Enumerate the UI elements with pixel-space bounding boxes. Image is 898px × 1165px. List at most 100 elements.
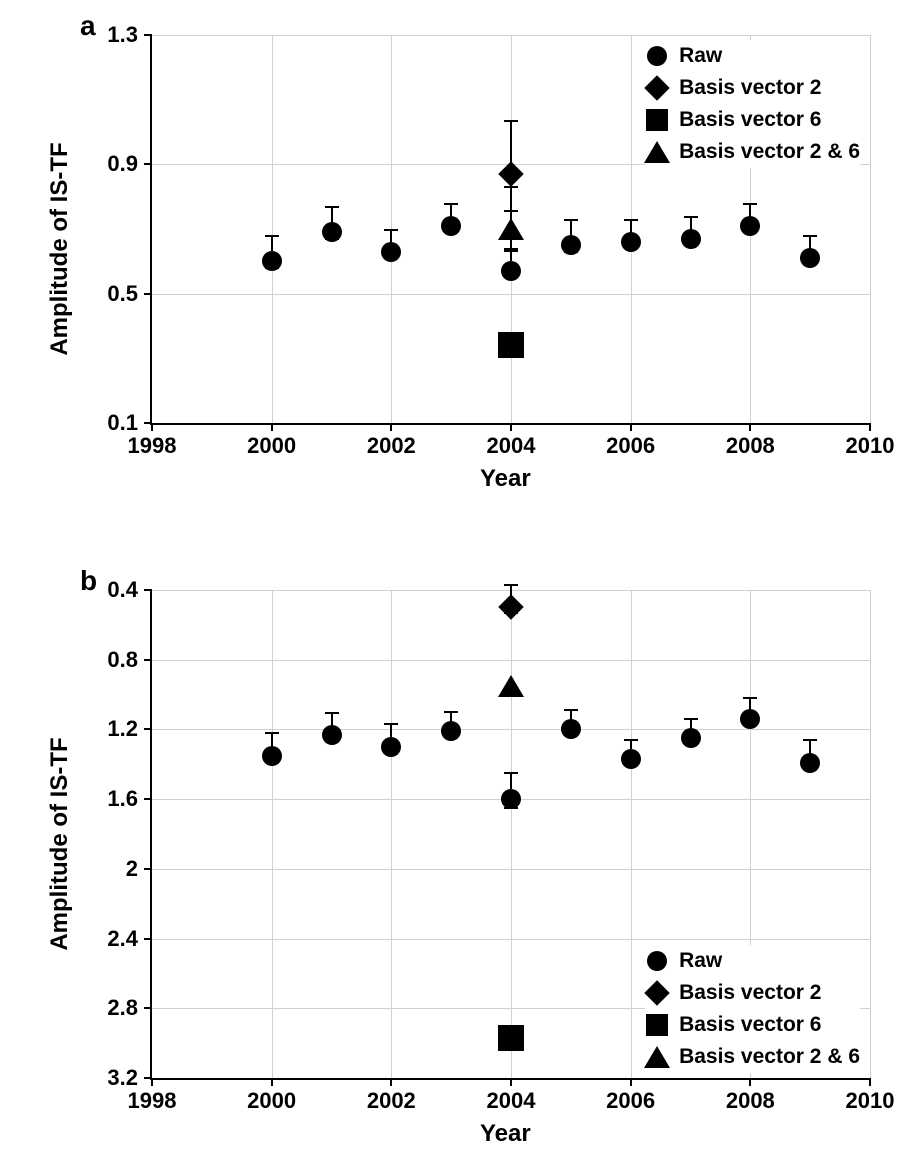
error-cap (444, 711, 458, 713)
error-bar (630, 219, 632, 245)
error-cap (384, 255, 398, 257)
error-bar (331, 206, 333, 238)
error-bar (450, 203, 452, 229)
x-tick-label: 2002 (363, 1088, 419, 1114)
x-tick-mark (271, 1078, 273, 1086)
x-tick-label: 2000 (244, 433, 300, 459)
y-tick-mark (144, 589, 152, 591)
x-tick-mark (749, 1078, 751, 1086)
error-cap (684, 242, 698, 244)
chart-b-plot-area: 19982000200220042006200820100.40.81.21.6… (150, 590, 870, 1080)
data-point-raw (740, 709, 760, 729)
x-tick-mark (510, 423, 512, 431)
error-cap (684, 739, 698, 741)
error-bar (271, 732, 273, 760)
y-tick-mark (144, 938, 152, 940)
data-point-bv26 (498, 675, 524, 697)
legend-label: Basis vector 6 (679, 108, 821, 132)
panel-b-label: b (80, 565, 97, 597)
error-cap (803, 261, 817, 263)
error-cap (743, 721, 757, 723)
data-point-raw (681, 728, 701, 748)
figure-container: a Amplitude of IS-TF 1998200020022004200… (10, 10, 888, 1155)
x-tick-mark (630, 423, 632, 431)
error-bar (690, 216, 692, 242)
y-tick-label: 2.4 (107, 926, 138, 952)
error-cap (803, 739, 817, 741)
error-cap (504, 210, 518, 212)
error-cap (684, 216, 698, 218)
x-tick-mark (869, 1078, 871, 1086)
error-cap (265, 267, 279, 269)
x-tick-label: 2004 (483, 1088, 539, 1114)
error-cap (384, 229, 398, 231)
y-tick-mark (144, 34, 152, 36)
error-cap (624, 245, 638, 247)
data-point-raw (740, 216, 760, 236)
grid-line-vertical (511, 590, 512, 1078)
data-point-raw (800, 248, 820, 268)
error-cap (265, 732, 279, 734)
x-tick-mark (390, 423, 392, 431)
grid-line-horizontal (152, 294, 870, 295)
grid-line-horizontal (152, 35, 870, 36)
y-tick-label: 3.2 (107, 1065, 138, 1091)
x-tick-label: 2006 (603, 433, 659, 459)
grid-line-horizontal (152, 660, 870, 661)
error-bar (570, 709, 572, 730)
legend-item: Basis vector 2 & 6 (645, 136, 860, 168)
data-point-raw (441, 721, 461, 741)
error-cap (444, 203, 458, 205)
error-bar (390, 723, 392, 751)
x-tick-mark (271, 423, 273, 431)
data-point-raw (800, 753, 820, 773)
x-tick-mark (630, 1078, 632, 1086)
y-tick-mark (144, 1077, 152, 1079)
legend-item: Raw (645, 40, 860, 72)
legend-label: Basis vector 6 (679, 1013, 821, 1037)
error-bar (809, 739, 811, 767)
legend-label: Raw (679, 44, 722, 68)
triangle-icon (645, 1046, 669, 1068)
x-tick-label: 2000 (244, 1088, 300, 1114)
error-cap (564, 730, 578, 732)
y-tick-mark (144, 868, 152, 870)
x-tick-label: 2010 (842, 1088, 898, 1114)
x-tick-mark (869, 423, 871, 431)
error-bar (510, 248, 512, 274)
chart-legend: RawBasis vector 2Basis vector 6Basis vec… (645, 945, 860, 1073)
triangle-icon (645, 141, 669, 163)
data-point-raw (262, 251, 282, 271)
error-cap (564, 219, 578, 221)
error-cap (265, 760, 279, 762)
y-tick-label: 0.1 (107, 410, 138, 436)
error-bar (690, 718, 692, 739)
error-bar (510, 120, 512, 211)
error-cap (504, 772, 518, 774)
error-cap (743, 203, 757, 205)
error-bar (510, 584, 512, 612)
legend-label: Basis vector 2 & 6 (679, 140, 860, 164)
x-tick-mark (390, 1078, 392, 1086)
x-tick-label: 2006 (603, 1088, 659, 1114)
y-tick-label: 1.3 (107, 22, 138, 48)
error-cap (624, 760, 638, 762)
error-cap (564, 709, 578, 711)
error-cap (504, 248, 518, 250)
data-point-raw (621, 232, 641, 252)
legend-item: Basis vector 6 (645, 1009, 860, 1041)
data-point-raw (621, 749, 641, 769)
error-cap (384, 751, 398, 753)
y-tick-mark (144, 1007, 152, 1009)
data-point-raw (322, 725, 342, 745)
grid-line-vertical (631, 590, 632, 1078)
legend-label: Basis vector 2 & 6 (679, 1045, 860, 1069)
y-tick-label: 1.6 (107, 786, 138, 812)
square-icon (645, 109, 669, 131)
legend-item: Raw (645, 945, 860, 977)
error-cap (624, 219, 638, 221)
grid-line-vertical (391, 590, 392, 1078)
x-tick-label: 1998 (124, 1088, 180, 1114)
error-bar (271, 235, 273, 267)
x-tick-label: 1998 (124, 433, 180, 459)
